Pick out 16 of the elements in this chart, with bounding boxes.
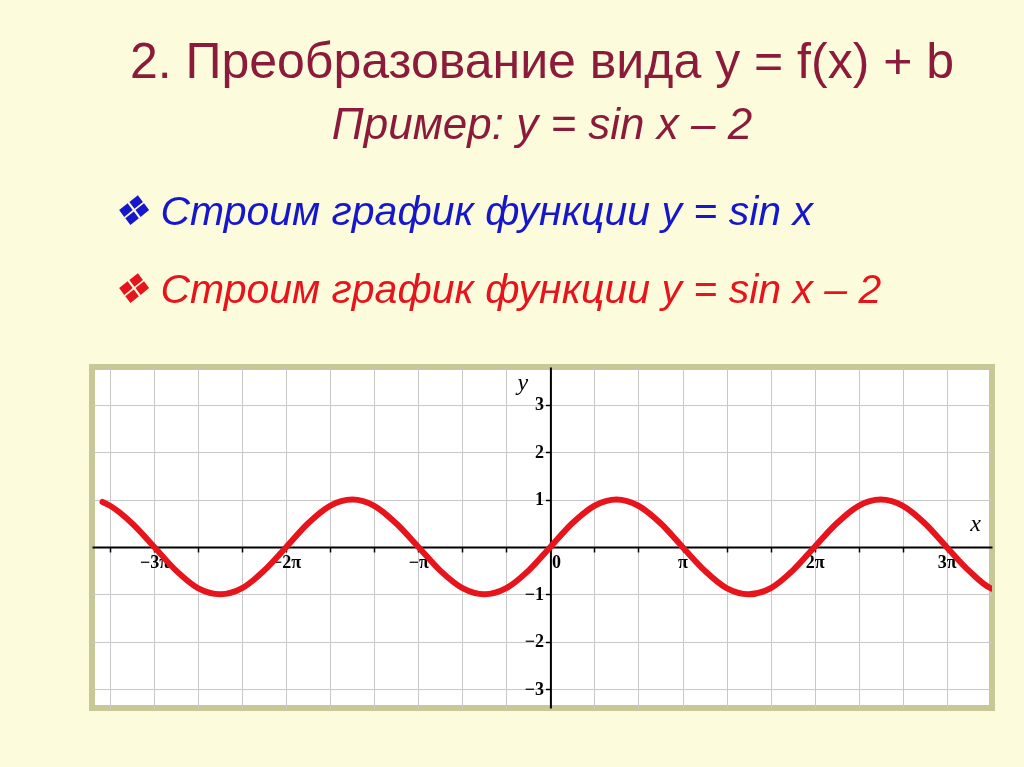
- y-axis-title: y: [515, 368, 529, 395]
- x-tick-label: 3π: [937, 552, 957, 573]
- y-tick-label: 3: [534, 394, 544, 415]
- text: ❖ Строим график функции y = sin x – 2: [112, 266, 882, 312]
- y-tick-label: −3: [524, 678, 544, 699]
- chart-subtitle: Пример: y = sin x – 2: [331, 99, 753, 148]
- y-tick-label: −1: [524, 583, 544, 604]
- x-tick-label: −2π: [272, 552, 302, 573]
- x-tick-label: 0: [551, 552, 561, 573]
- y-tick-label: 1: [534, 489, 544, 510]
- text: ❖ Строим график функции y = sin x: [112, 188, 815, 234]
- chart-title: 2. Преобразование вида y = f(x) + b: [129, 33, 955, 89]
- y-tick-label: −2: [524, 631, 544, 652]
- y-tick-label: 2: [534, 441, 544, 462]
- x-tick-label: π: [678, 552, 689, 573]
- x-axis-title: x: [969, 510, 982, 537]
